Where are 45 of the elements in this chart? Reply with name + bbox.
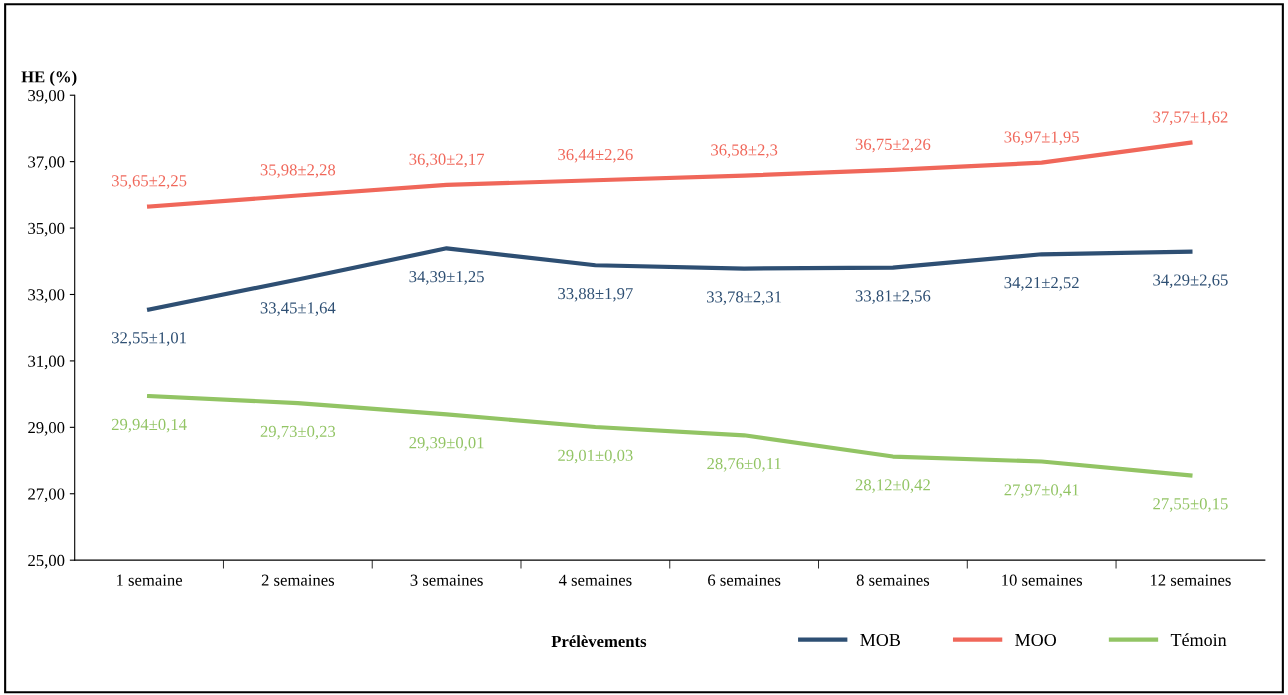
legend-label: Témoin xyxy=(1170,633,1227,647)
data-label: 27,55±0,15 xyxy=(1153,498,1228,512)
data-label: 34,21±2,52 xyxy=(1004,277,1079,291)
y-tick-label: 39,00 xyxy=(28,89,65,104)
data-label: 33,78±2,31 xyxy=(707,291,782,305)
x-tick-label: 10 semaines xyxy=(1002,574,1083,586)
data-label: 36,58±2,3 xyxy=(711,144,778,158)
x-tick-label: 4 semaines xyxy=(558,574,632,586)
legend-label: MOO xyxy=(1015,633,1057,647)
y-tick-label: 37,00 xyxy=(28,156,65,170)
data-label: 37,57±1,62 xyxy=(1153,111,1228,126)
y-tick-label: 33,00 xyxy=(28,289,65,303)
x-tick-label: 12 semaines xyxy=(1150,574,1231,586)
data-label: 35,65±2,25 xyxy=(111,175,187,189)
x-tick-label: 8 semaines xyxy=(856,574,930,586)
y-tick-label: 35,00 xyxy=(28,222,65,237)
data-label: 35,98±2,28 xyxy=(260,164,336,178)
y-tick-label: 31,00 xyxy=(28,355,65,370)
y-tick-label: 25,00 xyxy=(28,554,65,569)
data-label: 33,88±1,97 xyxy=(558,287,633,302)
data-label: 29,01±0,03 xyxy=(558,449,633,464)
data-label: 27,97±0,41 xyxy=(1004,484,1079,498)
y-tick-label: 27,00 xyxy=(28,488,65,503)
data-label: 36,30±2,17 xyxy=(409,153,485,168)
data-label: 29,94±0,14 xyxy=(111,418,187,433)
y-axis-title: HE (%) xyxy=(21,70,77,86)
data-label: 36,44±2,26 xyxy=(558,148,633,163)
data-label: 29,73±0,23 xyxy=(260,425,336,440)
x-tick-label: 3 semaines xyxy=(410,574,483,586)
y-tick-label: 29,00 xyxy=(28,422,65,436)
x-tick-label: 2 semaines xyxy=(261,574,335,586)
data-label: 36,75±2,26 xyxy=(855,138,931,153)
data-label: 29,39±0,01 xyxy=(409,437,484,451)
data-label: 32,55±1,01 xyxy=(111,332,186,346)
x-tick-label: 6 semaines xyxy=(708,574,781,586)
data-label: 36,97±1,95 xyxy=(1004,131,1079,145)
data-label: 34,29±2,65 xyxy=(1153,274,1228,288)
legend-label: MOB xyxy=(860,633,900,647)
x-tick-label: 1 semaine xyxy=(117,574,183,586)
x-axis-title: Prélèvements xyxy=(551,635,647,648)
data-label: 34,39±1,25 xyxy=(409,271,484,285)
data-label: 28,12±0,42 xyxy=(855,479,930,493)
data-label: 28,76±0,11 xyxy=(707,458,781,472)
data-label: 33,45±1,64 xyxy=(260,302,336,316)
data-label: 33,81±2,56 xyxy=(855,290,931,304)
